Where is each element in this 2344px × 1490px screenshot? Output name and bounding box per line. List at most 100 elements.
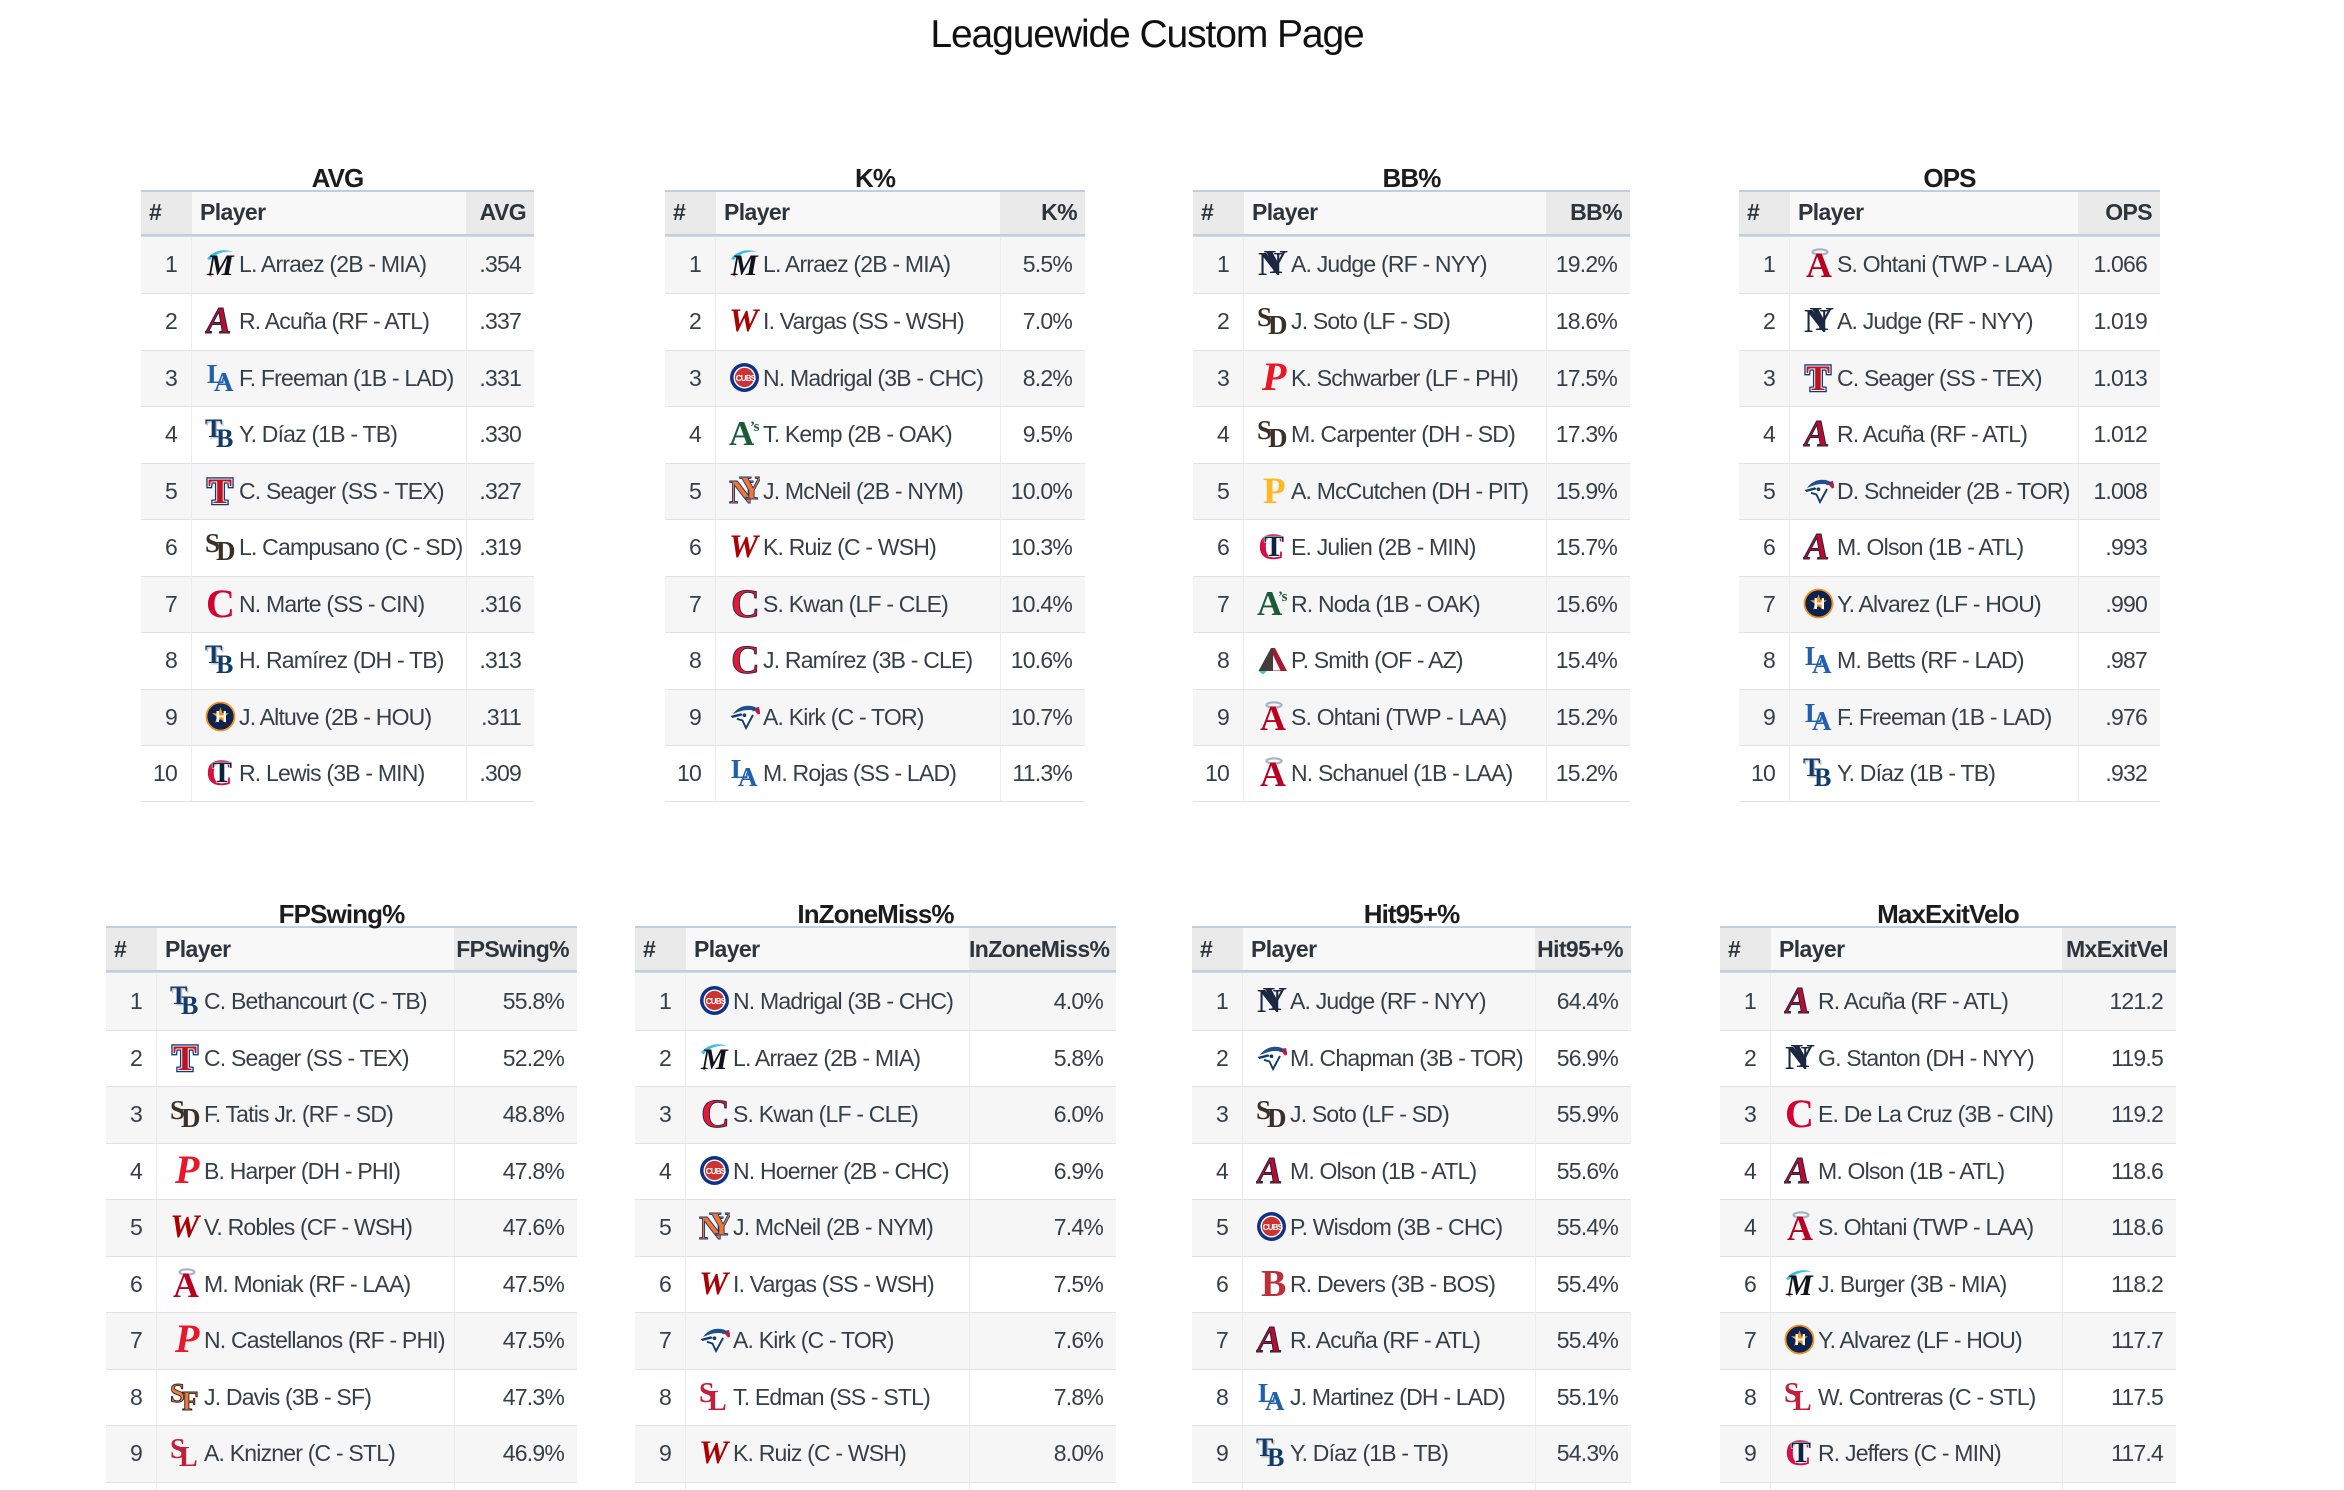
svg-text:H: H <box>216 709 227 726</box>
svg-text:N: N <box>1785 1042 1810 1073</box>
svg-text:N: N <box>1258 248 1283 279</box>
svg-text:B: B <box>1267 1443 1284 1468</box>
svg-text:A: A <box>173 1268 199 1299</box>
svg-text:CUBS: CUBS <box>706 997 727 1006</box>
svg-text:B: B <box>1814 763 1831 788</box>
svg-text:T: T <box>208 475 232 506</box>
svg-text:T: T <box>207 418 224 445</box>
svg-text:A: A <box>738 762 758 788</box>
svg-text:P: P <box>174 1324 200 1355</box>
svg-text:S: S <box>1257 305 1271 332</box>
svg-text:A: A <box>1803 418 1829 449</box>
svg-text:D: D <box>181 1103 200 1129</box>
svg-text:A: A <box>1257 588 1283 619</box>
svg-text:S: S <box>1256 1098 1270 1125</box>
svg-text:’s: ’s <box>750 419 760 435</box>
svg-text:T: T <box>205 644 222 669</box>
svg-text:T: T <box>1264 531 1284 562</box>
svg-text:N: N <box>729 475 754 506</box>
svg-text:L: L <box>1793 1386 1811 1412</box>
svg-text:T: T <box>1791 1437 1811 1468</box>
svg-text:C: C <box>731 588 759 619</box>
svg-text:B: B <box>216 650 233 675</box>
svg-text:Y: Y <box>1791 1042 1815 1073</box>
svg-text:D: D <box>1268 423 1287 449</box>
svg-text:S: S <box>170 1098 184 1125</box>
svg-text:A: A <box>205 305 231 336</box>
svg-text:C: C <box>731 644 759 675</box>
svg-text:T: T <box>205 418 222 443</box>
svg-text:Y: Y <box>1263 985 1287 1016</box>
svg-text:A: A <box>1806 248 1832 279</box>
svg-text:A: A <box>1787 1211 1813 1242</box>
svg-text:P: P <box>1261 362 1287 393</box>
svg-text:L: L <box>731 757 748 784</box>
svg-text:W: W <box>699 1437 730 1468</box>
svg-text:S: S <box>699 1381 714 1409</box>
svg-text:A: A <box>1256 1155 1282 1186</box>
svg-text:A: A <box>729 418 755 449</box>
svg-text:T: T <box>1803 757 1820 782</box>
svg-text:P: P <box>174 1155 200 1186</box>
svg-text:S: S <box>205 531 219 558</box>
svg-text:N: N <box>1257 985 1282 1016</box>
svg-text:L: L <box>179 1442 197 1468</box>
svg-text:A: A <box>1803 531 1829 562</box>
svg-text:S: S <box>170 1437 185 1465</box>
svg-text:A: A <box>1260 701 1286 732</box>
svg-text:A: A <box>214 367 234 393</box>
svg-text:H: H <box>1795 1332 1806 1349</box>
svg-text:C: C <box>1785 1098 1813 1129</box>
svg-text:T: T <box>170 985 187 1010</box>
svg-text:T: T <box>1791 1437 1811 1468</box>
svg-text:T: T <box>207 644 224 671</box>
svg-text:H: H <box>1814 596 1825 613</box>
svg-text:W: W <box>729 531 760 562</box>
svg-text:C: C <box>701 1098 729 1129</box>
svg-text:L: L <box>1805 701 1822 728</box>
svg-text:CUBS: CUBS <box>736 374 757 383</box>
svg-text:T: T <box>1264 531 1284 562</box>
svg-text:T: T <box>173 1042 197 1073</box>
svg-text:C: C <box>206 757 232 788</box>
svg-text:T: T <box>1258 1437 1275 1464</box>
svg-text:D: D <box>1268 310 1287 336</box>
svg-text:T: T <box>212 757 232 788</box>
svg-text:T: T <box>1806 362 1830 393</box>
svg-text:A: A <box>1784 985 1810 1016</box>
svg-text:L: L <box>207 362 224 389</box>
svg-text:W: W <box>170 1211 201 1242</box>
svg-text:T: T <box>208 475 232 506</box>
svg-text:A: A <box>1812 649 1832 675</box>
svg-text:T: T <box>172 985 189 1012</box>
svg-text:A: A <box>1812 706 1832 732</box>
svg-text:T: T <box>173 1042 197 1073</box>
svg-text:N: N <box>699 1211 724 1242</box>
svg-text:F: F <box>182 1386 198 1412</box>
svg-text:T: T <box>208 475 232 506</box>
svg-text:Y: Y <box>739 475 760 506</box>
svg-text:L: L <box>708 1386 726 1412</box>
svg-text:A: A <box>1784 1155 1810 1186</box>
svg-text:CUBS: CUBS <box>706 1167 727 1176</box>
svg-text:M: M <box>1785 1269 1814 1299</box>
svg-text:S: S <box>1784 1381 1799 1409</box>
svg-text:Y: Y <box>1810 305 1834 336</box>
svg-text:D: D <box>216 536 235 562</box>
svg-text:CUBS: CUBS <box>1263 1223 1284 1232</box>
svg-text:L: L <box>1258 1381 1275 1408</box>
svg-text:T: T <box>1805 757 1822 784</box>
svg-text:S: S <box>170 1381 184 1408</box>
svg-text:B: B <box>181 991 198 1016</box>
svg-text:D: D <box>1267 1103 1286 1129</box>
svg-text:C: C <box>206 588 234 619</box>
svg-text:B: B <box>216 424 233 449</box>
svg-text:P: P <box>1263 475 1285 506</box>
svg-text:M: M <box>206 249 235 279</box>
svg-text:C: C <box>1785 1437 1811 1468</box>
svg-text:Y: Y <box>1264 248 1288 279</box>
svg-text:L: L <box>1805 644 1822 671</box>
svg-text:A: A <box>1256 1324 1282 1355</box>
svg-text:N: N <box>1804 305 1829 336</box>
svg-text:W: W <box>729 305 760 336</box>
